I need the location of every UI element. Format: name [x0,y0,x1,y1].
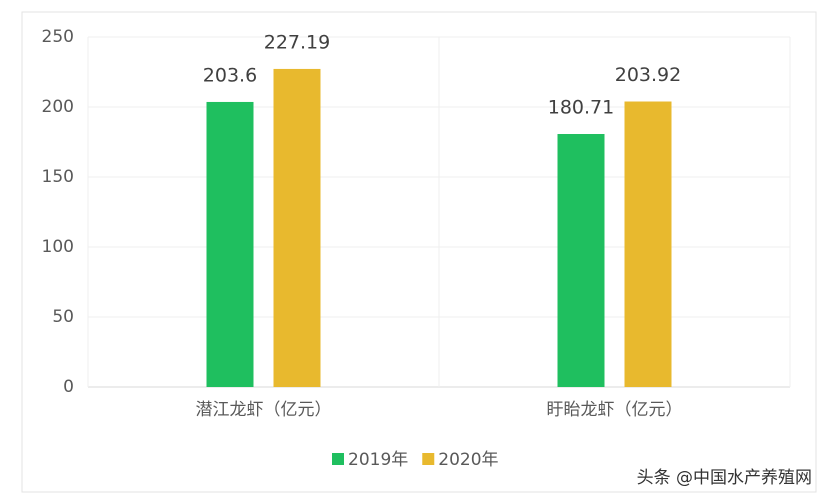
legend-label: 2019年 [348,450,408,470]
value-label: 227.19 [264,31,330,53]
chart-frame [21,11,817,493]
legend-label: 2020年 [438,450,498,470]
y-tick-label: 0 [63,377,74,397]
y-tick-label: 250 [42,27,74,47]
y-tick-label: 200 [42,97,74,117]
value-label: 203.92 [615,64,681,86]
value-label: 180.71 [548,97,614,119]
legend-swatch [422,453,435,465]
bar [206,101,254,388]
bar [624,101,672,388]
x-tick-label: 潜江龙虾（亿元） [196,400,332,420]
watermark: 头条 @中国水产养殖网 [637,468,812,488]
legend-swatch [332,453,344,465]
bar [557,134,605,387]
y-tick-label: 50 [52,307,74,327]
y-tick-label: 150 [42,167,74,187]
x-tick-label: 盱眙龙虾（亿元） [547,400,683,420]
y-tick-label: 100 [42,237,74,257]
bar [273,68,321,388]
value-label: 203.6 [203,64,257,86]
